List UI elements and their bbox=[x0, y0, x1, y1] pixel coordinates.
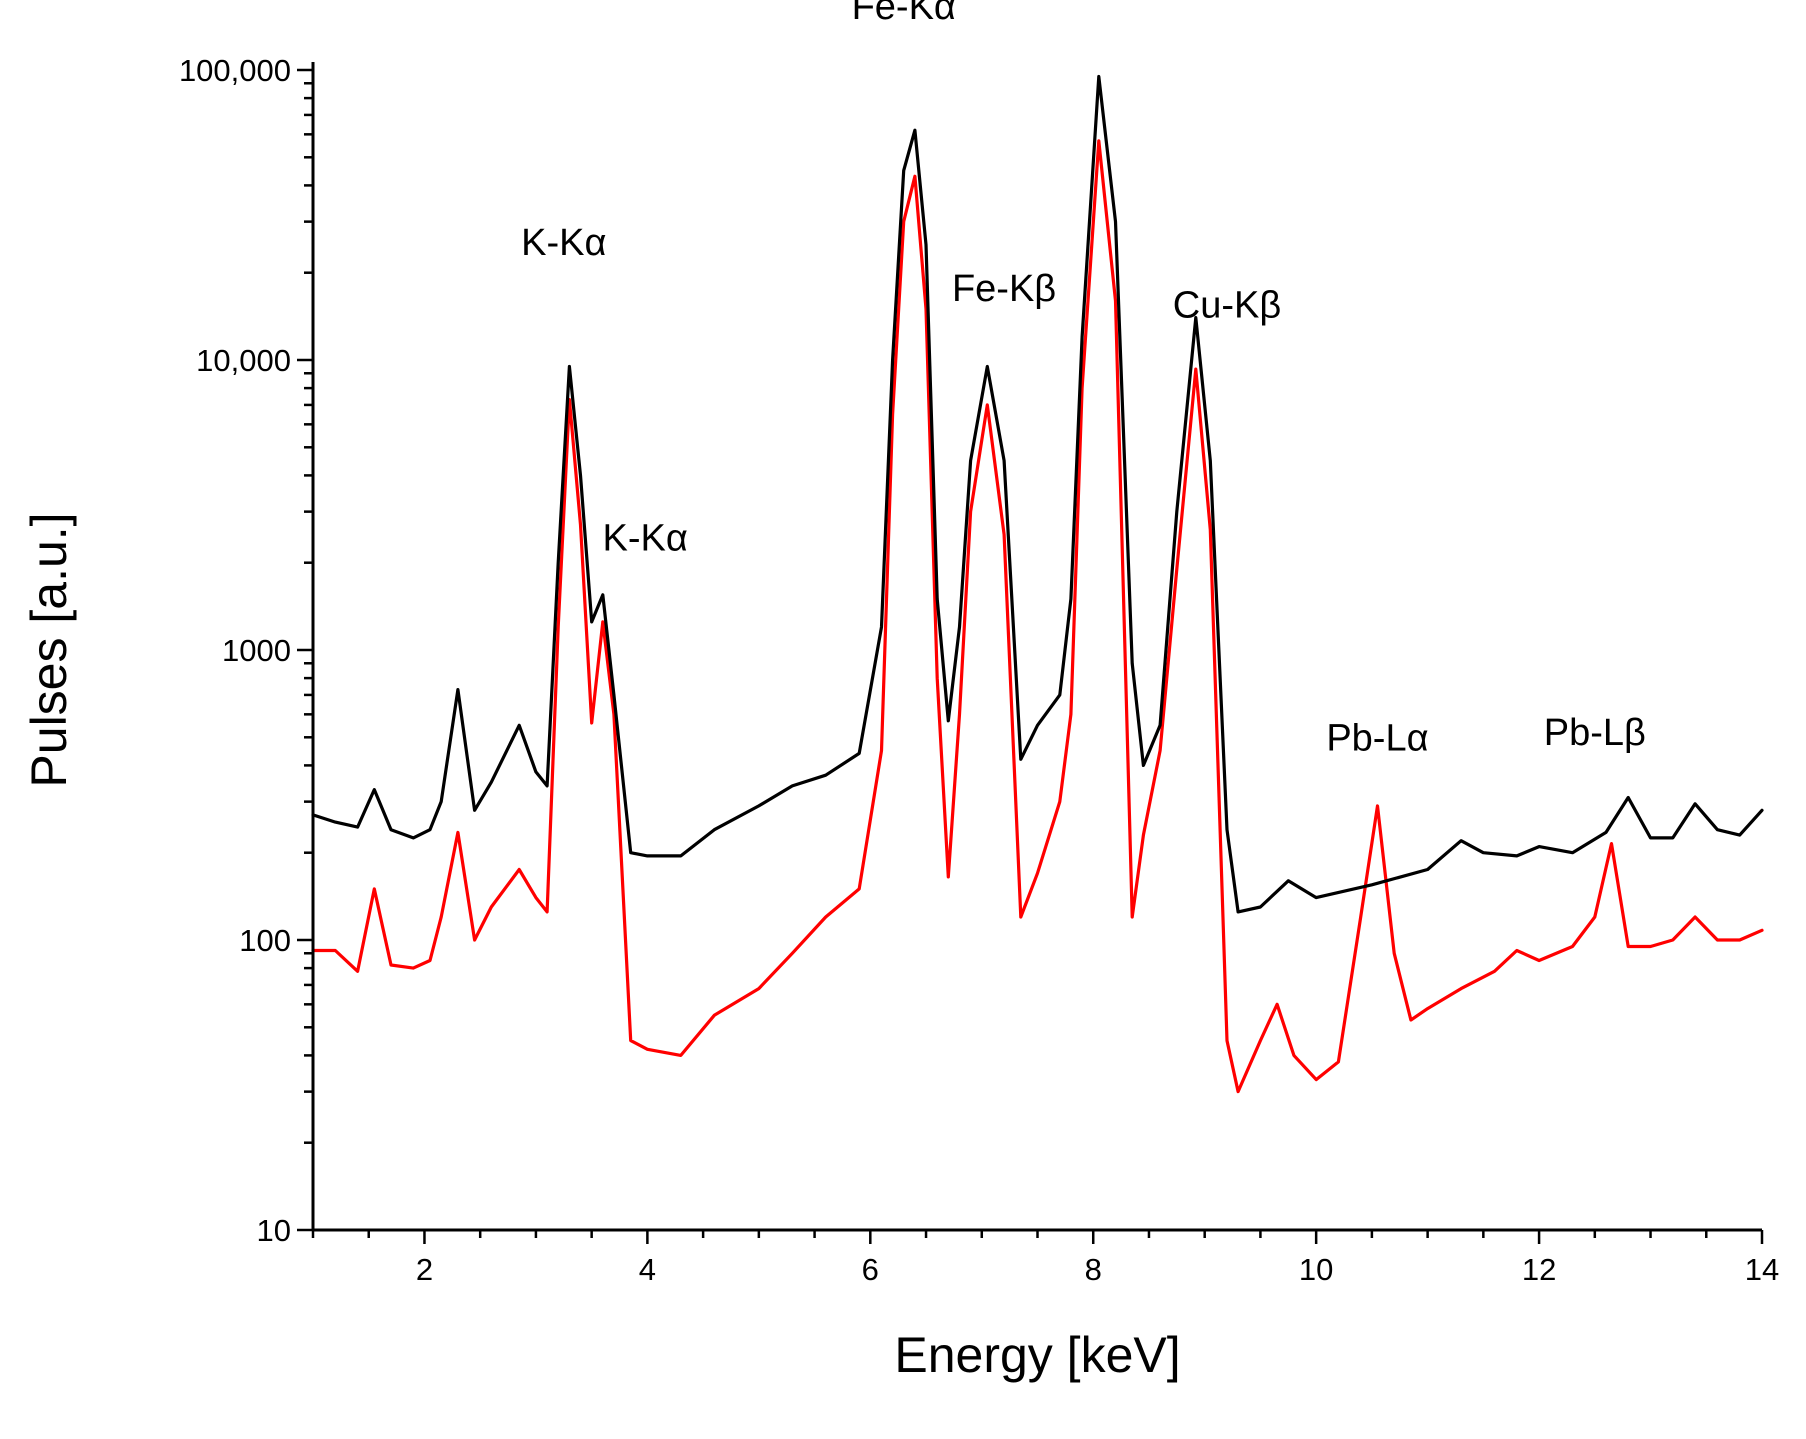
y-tick-label: 10,000 bbox=[196, 343, 291, 378]
x-tick-label: 6 bbox=[862, 1252, 879, 1287]
x-tick-label: 2 bbox=[416, 1252, 433, 1287]
peak-label: Cu-Kβ bbox=[1173, 285, 1281, 327]
x-tick-label: 4 bbox=[639, 1252, 656, 1287]
peak-label: K-Kα bbox=[602, 518, 687, 560]
series-line-black bbox=[311, 74, 1764, 914]
y-tick-label: 10 bbox=[257, 1213, 291, 1248]
peak-label: Fe-Kα bbox=[852, 0, 956, 28]
x-tick-label: 8 bbox=[1085, 1252, 1102, 1287]
y-axis-title: Pulses [a.u.] bbox=[21, 512, 77, 787]
x-axis-title: Energy [keV] bbox=[894, 1327, 1180, 1383]
axes-layer: 2 4 6 8 10 12 14 10 100 1000 10,000 100,000 bbox=[179, 53, 1779, 1287]
x-tick-label: 14 bbox=[1745, 1252, 1779, 1287]
y-tick-label: 100,000 bbox=[179, 53, 291, 88]
series-layer bbox=[311, 74, 1764, 1094]
peak-label: K-Kα bbox=[521, 222, 606, 264]
series-line-red bbox=[311, 139, 1764, 1094]
peak-label: Fe-Kβ bbox=[952, 268, 1056, 310]
peak-label: Pb-Lβ bbox=[1544, 712, 1646, 754]
y-tick-label: 1000 bbox=[222, 633, 291, 668]
x-tick-label: 10 bbox=[1299, 1252, 1333, 1287]
peak-label: Pb-Lα bbox=[1326, 718, 1428, 760]
y-tick-label: 100 bbox=[239, 923, 291, 958]
x-tick-label: 12 bbox=[1522, 1252, 1556, 1287]
